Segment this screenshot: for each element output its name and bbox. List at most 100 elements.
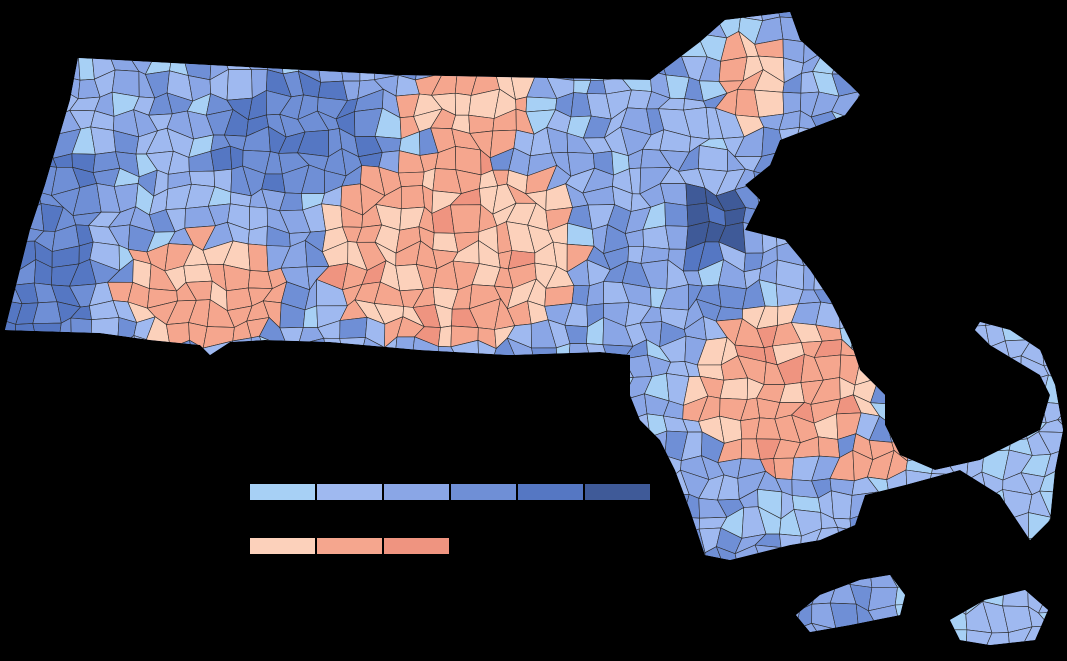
municipality-1807 (164, 589, 189, 613)
municipality-1590 (452, 507, 471, 539)
municipality-204 (569, 50, 592, 81)
municipality-1944 (562, 630, 596, 645)
municipality-1736 (1024, 545, 1051, 577)
municipality-1113 (205, 355, 226, 387)
municipality-1601 (661, 512, 684, 537)
municipality-244 (226, 69, 253, 101)
municipality-1065 (393, 336, 415, 368)
municipality-160 (836, 32, 858, 61)
municipality-399 (967, 112, 995, 136)
municipality-1576 (185, 511, 210, 538)
municipality-23 (439, 12, 460, 23)
municipality-1523 (283, 497, 308, 519)
municipality-1567 (14, 508, 43, 535)
municipality-1191 (582, 379, 615, 398)
municipality-450 (838, 127, 857, 158)
municipality-1338 (79, 439, 102, 454)
municipality-577 (1039, 171, 1063, 197)
municipality-1052 (146, 339, 171, 366)
municipality-1032 (868, 324, 893, 345)
municipality-1986 (263, 646, 291, 661)
municipality-1334 (5, 431, 20, 456)
municipality-517 (999, 149, 1024, 169)
municipality-1305 (547, 411, 578, 443)
municipality-1690 (146, 547, 168, 576)
municipality-2005 (626, 639, 651, 645)
municipality-686 (910, 207, 930, 224)
municipality-1402 (191, 456, 209, 479)
municipality-1737 (1038, 545, 1063, 573)
municipality-681 (813, 202, 843, 230)
municipality-1780 (760, 570, 786, 596)
municipality-49 (932, 12, 952, 18)
municipality-1120 (335, 359, 363, 386)
municipality-1589 (439, 511, 463, 538)
municipality-1398 (112, 452, 135, 482)
municipality-1998 (488, 640, 519, 645)
municipality-1198 (719, 377, 748, 400)
municipality-1220 (35, 399, 57, 419)
municipality-506 (792, 152, 823, 175)
municipality-1926 (223, 620, 250, 645)
municipality-1426 (639, 454, 671, 481)
municipality-735 (742, 222, 764, 254)
municipality-1671 (896, 526, 913, 555)
municipality-1920 (108, 627, 137, 645)
municipality-1628 (71, 526, 95, 557)
municipality-1974 (32, 648, 58, 661)
municipality-1147 (854, 355, 880, 386)
municipality-864 (981, 261, 1005, 291)
municipality-2001 (544, 641, 569, 645)
municipality-1284 (150, 411, 174, 437)
municipality-80 (412, 13, 441, 40)
municipality-1282 (115, 416, 139, 438)
municipality-1738 (1060, 549, 1063, 572)
municipality-1042 (1060, 326, 1063, 343)
municipality-1886 (567, 603, 592, 634)
municipality-203 (546, 56, 575, 81)
municipality-1041 (1041, 324, 1063, 343)
municipality-221 (889, 50, 914, 79)
municipality-279 (888, 74, 919, 99)
municipality-286 (1025, 72, 1039, 96)
municipality-168 (986, 31, 1014, 57)
municipality-476 (229, 145, 244, 170)
municipality-1279 (55, 417, 81, 444)
municipality-1276 (5, 412, 22, 435)
municipality-1340 (112, 434, 139, 458)
municipality-863 (968, 261, 989, 291)
municipality-1301 (470, 415, 497, 441)
municipality-287 (1038, 72, 1063, 96)
municipality-1829 (586, 587, 609, 609)
municipality-48 (907, 12, 938, 26)
municipality-743 (888, 222, 912, 245)
municipality-1354 (373, 440, 398, 457)
municipality-574 (992, 167, 1011, 197)
municipality-18 (336, 12, 365, 25)
municipality-1031 (850, 324, 870, 349)
municipality-683 (849, 210, 878, 231)
municipality-1951 (702, 629, 727, 645)
municipality-1817 (356, 582, 384, 605)
municipality-749 (1001, 221, 1032, 246)
municipality-1630 (108, 531, 128, 555)
municipality-1805 (133, 586, 157, 609)
municipality-679 (775, 211, 802, 232)
municipality-1410 (341, 456, 366, 476)
municipality-1189 (544, 378, 576, 405)
municipality-142 (491, 36, 511, 64)
municipality-220 (868, 50, 891, 79)
municipality-752 (1060, 230, 1063, 247)
legend-red-swatch-2 (317, 538, 382, 554)
municipality-1577 (206, 515, 232, 538)
municipality-1441 (931, 453, 956, 475)
municipality-1581 (281, 517, 308, 529)
municipality-163 (889, 37, 918, 62)
municipality-1826 (529, 586, 557, 608)
municipality-284 (985, 70, 1010, 101)
municipality-1828 (567, 585, 591, 609)
municipality-520 (1060, 148, 1063, 178)
municipality-518 (1020, 146, 1046, 173)
municipality-1869 (243, 606, 271, 634)
municipality-1863 (133, 602, 157, 632)
